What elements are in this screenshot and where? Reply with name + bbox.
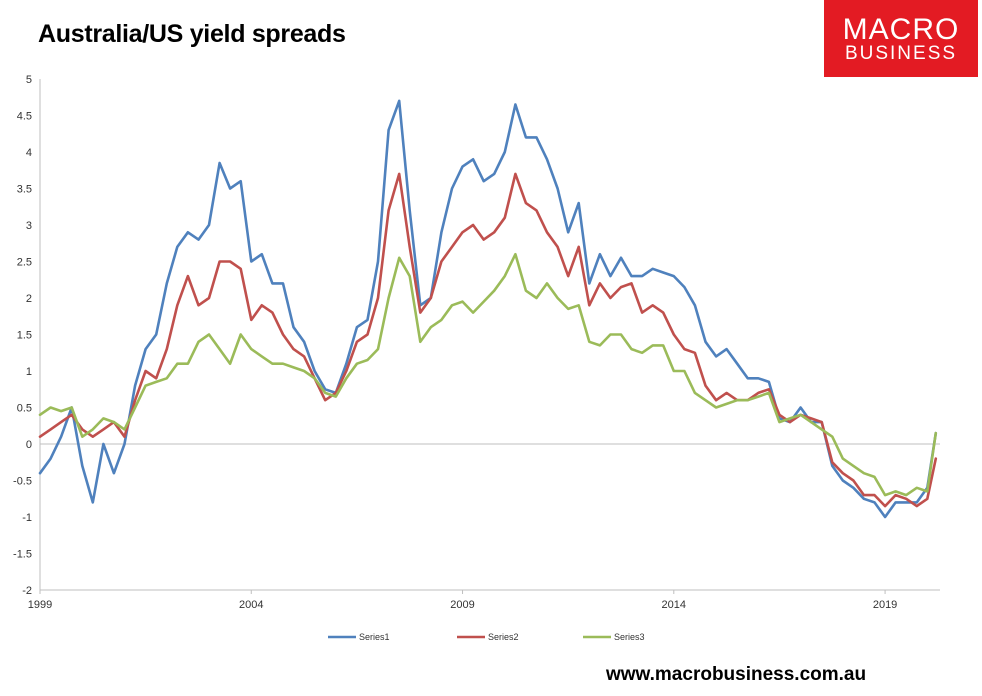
logo-line1: MACRO bbox=[842, 13, 960, 46]
page-title: Australia/US yield spreads bbox=[38, 20, 346, 48]
series-line-1 bbox=[38, 99, 938, 519]
x-tick-label: 2019 bbox=[873, 599, 897, 611]
series-lines bbox=[38, 99, 938, 519]
y-tick-label: 0 bbox=[26, 439, 32, 451]
legend-label-1: Series1 bbox=[359, 632, 390, 642]
y-tick-label: 5 bbox=[26, 74, 32, 86]
y-tick-label: 2 bbox=[26, 293, 32, 305]
y-tick-label: -1 bbox=[22, 512, 32, 524]
y-tick-label: 1 bbox=[26, 366, 32, 378]
series-line-3 bbox=[38, 252, 938, 497]
website-url: www.macrobusiness.com.au bbox=[606, 664, 867, 685]
y-tick-label: -0.5 bbox=[13, 476, 32, 488]
macrobusiness-logo: MACRO BUSINESS bbox=[824, 0, 978, 77]
y-tick-label: -1.5 bbox=[13, 549, 32, 561]
y-tick-label: -2 bbox=[22, 585, 32, 597]
y-tick-label: 4.5 bbox=[17, 111, 32, 123]
legend-label-2: Series2 bbox=[488, 632, 519, 642]
series-line-2 bbox=[38, 172, 938, 508]
legend: Series1 Series2 Series3 bbox=[328, 632, 645, 642]
y-tick-label: 3 bbox=[26, 220, 32, 232]
x-tick-label: 2009 bbox=[450, 599, 474, 611]
x-tick-label: 1999 bbox=[28, 599, 52, 611]
y-tick-label: 2.5 bbox=[17, 257, 32, 269]
x-tick-label: 2004 bbox=[239, 599, 263, 611]
y-tick-labels: 5 4.5 4 3.5 3 2.5 2 1.5 1 0.5 0 -0.5 -1 -1.5 -2 bbox=[13, 74, 32, 597]
y-tick-label: 1.5 bbox=[17, 330, 32, 342]
x-tick-labels: 1999 2004 2009 2014 2019 bbox=[28, 599, 898, 611]
x-tick-label: 2014 bbox=[662, 599, 686, 611]
y-tick-label: 4 bbox=[26, 147, 32, 159]
y-tick-label: 3.5 bbox=[17, 184, 32, 196]
y-tick-label: 0.5 bbox=[17, 403, 32, 415]
logo-line2: BUSINESS bbox=[844, 43, 958, 64]
chart-axes bbox=[39, 79, 940, 594]
legend-label-3: Series3 bbox=[614, 632, 645, 642]
